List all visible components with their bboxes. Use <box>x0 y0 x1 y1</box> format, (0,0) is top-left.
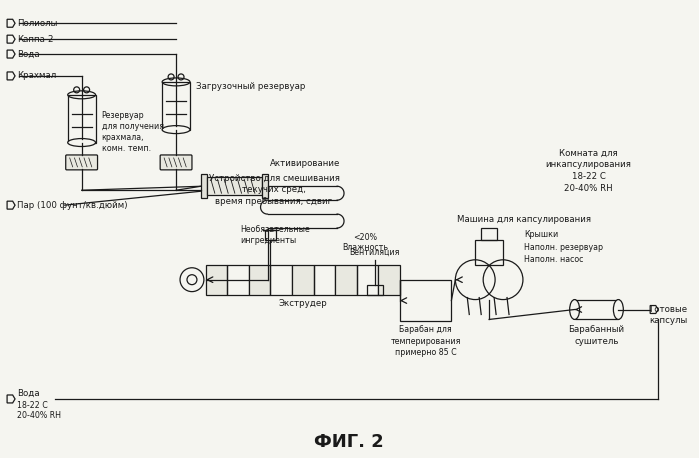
Bar <box>264 230 276 240</box>
Text: ФИГ. 2: ФИГ. 2 <box>314 433 384 451</box>
Bar <box>400 280 452 322</box>
FancyBboxPatch shape <box>66 155 98 170</box>
Bar <box>356 265 378 294</box>
Text: Крышки: Крышки <box>524 230 559 239</box>
Bar <box>201 174 207 198</box>
Text: Вода: Вода <box>17 389 40 398</box>
Bar <box>292 265 314 294</box>
Text: Экструдер: Экструдер <box>278 299 327 308</box>
Bar <box>261 174 268 198</box>
Text: Машина для капсулирования: Машина для капсулирования <box>457 215 591 224</box>
Text: Вода: Вода <box>17 49 40 59</box>
Text: Наполн. насос: Наполн. насос <box>524 255 583 264</box>
Text: Резервуар
для получения
крахмала,
комн. темп.: Резервуар для получения крахмала, комн. … <box>101 111 164 153</box>
Text: Барабан для
темперирования
примерно 85 С: Барабан для темперирования примерно 85 С <box>390 326 461 357</box>
Text: Наполн. резервуар: Наполн. резервуар <box>524 243 603 252</box>
Bar <box>227 265 249 294</box>
Text: Полиолы: Полиолы <box>17 19 57 28</box>
Ellipse shape <box>614 300 624 319</box>
Text: Пар (100 фунт/кв.дюйм): Пар (100 фунт/кв.дюйм) <box>17 201 127 210</box>
Text: Крахмал: Крахмал <box>17 71 57 81</box>
Text: Барабанный
сушитель: Барабанный сушитель <box>568 326 624 345</box>
Text: Активирование: Активирование <box>270 159 340 169</box>
Bar <box>367 285 383 294</box>
Text: Загрузочный резервуар: Загрузочный резервуар <box>196 82 305 91</box>
Text: 18-22 С
20-40% RH: 18-22 С 20-40% RH <box>17 401 61 420</box>
Bar <box>68 95 96 142</box>
Text: Устройство для смешивания
текучих сред,
время пребывания, сдвиг: Устройство для смешивания текучих сред, … <box>208 174 340 206</box>
Text: Готовые
капсулы: Готовые капсулы <box>649 305 687 325</box>
Text: <20%
Влажность: <20% Влажность <box>342 233 388 252</box>
Text: Необязательные
ингредиенты: Необязательные ингредиенты <box>240 225 310 245</box>
Ellipse shape <box>68 139 96 147</box>
Bar <box>575 300 619 319</box>
Bar <box>249 265 271 294</box>
Bar <box>271 265 292 294</box>
Bar <box>475 240 503 265</box>
Ellipse shape <box>570 300 579 319</box>
Ellipse shape <box>162 125 190 134</box>
Text: Вентиляция: Вентиляция <box>350 248 400 257</box>
Bar <box>314 265 335 294</box>
Bar <box>207 177 261 195</box>
Bar <box>206 265 227 294</box>
Bar <box>481 228 497 240</box>
Text: Каппа-2: Каппа-2 <box>17 35 54 44</box>
Text: Комната для
инкапсулирования
18-22 С
20-40% RH: Комната для инкапсулирования 18-22 С 20-… <box>546 148 631 193</box>
Bar <box>162 82 190 130</box>
Bar <box>378 265 400 294</box>
FancyBboxPatch shape <box>160 155 192 170</box>
Bar <box>335 265 356 294</box>
